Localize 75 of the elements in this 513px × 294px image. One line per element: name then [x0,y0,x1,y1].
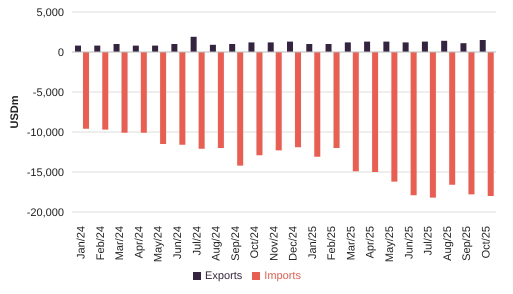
bar [372,52,378,172]
bar [140,52,147,133]
y-tick-label: -15,000 [26,166,64,179]
x-tick-label: May/24 [152,226,165,262]
bar [410,52,417,196]
bar [391,52,398,182]
bar [171,44,178,52]
bar [383,42,390,52]
bar [468,52,474,194]
x-tick-label: May/25 [384,226,396,262]
bar [344,42,351,52]
x-tick-label: Sep/24 [230,226,242,261]
bar [179,52,186,145]
bar [248,42,254,52]
bar [210,44,216,52]
legend-label: Exports [205,270,242,282]
bar [218,52,224,148]
bar [83,52,89,129]
bar [352,52,359,172]
bar [430,52,436,198]
bar [449,52,456,185]
bar [198,52,205,149]
bar [152,46,158,52]
x-tick-label: Sep/25 [461,226,474,261]
bar [132,46,139,52]
x-tick-label: Apr/24 [133,226,146,258]
bar [122,52,128,133]
y-axis-title: USDm [8,95,21,129]
bar [94,46,100,52]
y-tick-label: 5,000 [36,6,64,19]
x-tick-label: Feb/24 [94,226,107,260]
x-tick-label: Jun/25 [403,226,416,260]
bar [326,44,332,52]
bar [75,46,81,52]
bar [276,52,282,150]
x-tick-label: Feb/25 [326,226,338,260]
x-tick-label: Oct/25 [480,226,492,258]
x-tick-label: Jan/25 [306,226,319,260]
x-tick-label: Jun/24 [172,226,184,260]
x-tick-label: Jul/25 [422,226,435,256]
bar [460,43,466,52]
legend-label: Imports [264,270,301,282]
x-tick-label: Jul/24 [191,226,204,256]
bar [314,52,320,157]
x-tick-label: Apr/25 [364,226,377,258]
bar [114,44,120,52]
bar [160,52,166,144]
x-tick-label: Aug/24 [210,226,223,261]
bar [295,52,301,148]
bar [102,52,108,130]
y-tick-label: -5,000 [32,86,64,99]
x-tick-label: Nov/24 [268,226,280,261]
y-tick-label: -20,000 [26,206,64,219]
bar [441,40,448,52]
bar [488,52,494,196]
bar [306,44,312,52]
bar [402,42,409,52]
bar [256,52,262,156]
bar [287,42,293,52]
x-tick-label: Mar/25 [345,226,358,260]
bar [237,52,244,166]
x-tick-label: Aug/25 [442,226,454,261]
bar [268,42,274,52]
x-tick-label: Dec/24 [288,226,300,261]
x-tick-label: Jan/24 [76,226,88,260]
bar [190,36,197,52]
bar [480,40,486,52]
bar [334,52,340,148]
x-tick-label: Oct/24 [249,226,262,258]
bar [229,44,236,52]
x-tick-label: Mar/24 [114,226,126,260]
bar [422,42,428,52]
y-tick-label: 0 [58,46,64,59]
bar [364,42,370,52]
y-tick-label: -10,000 [26,126,64,139]
